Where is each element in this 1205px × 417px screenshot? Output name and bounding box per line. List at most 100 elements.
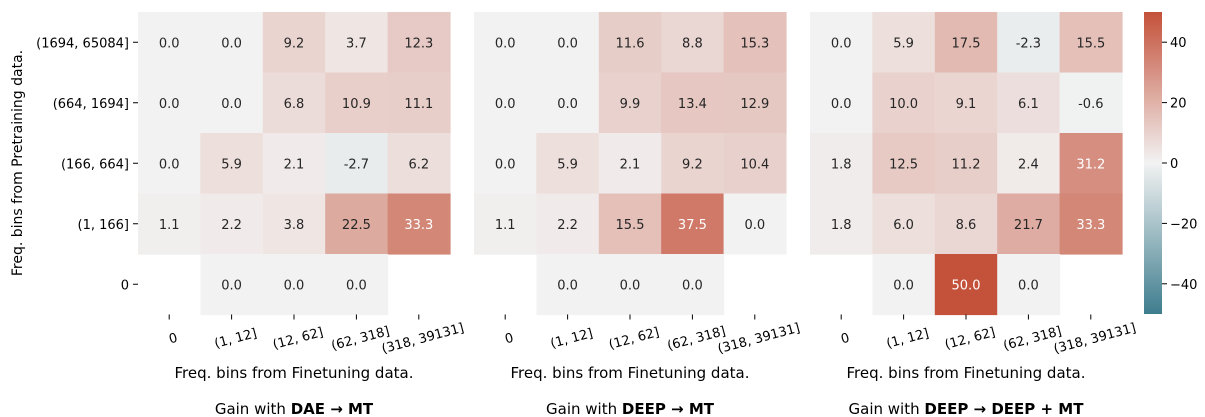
- cell-value-label: 12.3: [404, 36, 433, 51]
- cell-value-label: 0.0: [159, 97, 180, 112]
- colorbar-gradient: [1144, 12, 1162, 314]
- cell-value-label: 0.0: [495, 157, 516, 172]
- heatmap-panels: 0.0 0.0 9.2 3.7 12.3 0.0 0.0 6.8 10.9 11.1 0.0 5.9 2…: [36, 12, 1138, 417]
- cell-value-label: -2.3: [1016, 36, 1041, 51]
- cell-value-label: 9.2: [284, 36, 305, 51]
- heatmap-cell: [997, 72, 1061, 134]
- heatmap-cell: [997, 12, 1061, 74]
- y-tick-label: (1694, 65084]: [36, 36, 129, 51]
- cell-value-label: 0.0: [831, 97, 852, 112]
- heatmap-cell: [138, 72, 201, 134]
- heatmap-cell: [200, 72, 264, 134]
- cell-value-label: 9.2: [682, 157, 703, 172]
- heatmap-cell: [872, 72, 936, 134]
- heatmap-cell: [997, 133, 1061, 195]
- cell-value-label: 6.1: [1018, 97, 1039, 112]
- cell-value-label: 0.0: [284, 278, 305, 293]
- cell-value-label: 1.8: [831, 157, 852, 172]
- cell-value-label: 12.5: [889, 157, 918, 172]
- cell-value-label: 15.5: [1076, 36, 1105, 51]
- cell-value-label: 5.9: [893, 36, 914, 51]
- cell-value-label: 0.0: [495, 36, 516, 51]
- cell-value-label: 0.0: [495, 97, 516, 112]
- heatmap-cell: [325, 193, 389, 255]
- heatmap-cell: [474, 133, 537, 195]
- y-tick-label: 0: [121, 278, 129, 293]
- cell-value-label: 0.0: [346, 278, 367, 293]
- cell-value-label: -0.6: [1078, 97, 1103, 112]
- colorbar-tick-label: −40: [1170, 278, 1197, 293]
- heatmap-cell: [138, 12, 201, 74]
- cell-value-label: 5.9: [221, 157, 242, 172]
- cell-value-label: 10.4: [740, 157, 769, 172]
- cell-value-label: 10.0: [889, 97, 918, 112]
- panel-title: Gain with DAE → MT: [215, 400, 374, 417]
- heatmap-cell: [325, 254, 389, 316]
- heatmap-cell: [934, 133, 998, 195]
- heatmap-cell: [872, 193, 936, 255]
- heatmap-cell: [997, 254, 1061, 316]
- heatmap-cell: [262, 193, 326, 255]
- colorbar: 40 20 0 −20 −40: [1144, 12, 1197, 314]
- x-tick-label: (12, 62]: [607, 325, 661, 353]
- cell-value-label: 0.0: [221, 36, 242, 51]
- cell-value-label: 8.6: [956, 218, 977, 233]
- heatmap-cell: [325, 12, 389, 74]
- cell-value-label: 6.8: [284, 97, 305, 112]
- cell-value-label: 0.0: [557, 36, 578, 51]
- heatmap-cell: [723, 12, 787, 74]
- cell-value-label: 0.0: [221, 97, 242, 112]
- heatmap-cell: [598, 12, 662, 74]
- heatmap-cell: [536, 72, 600, 134]
- heatmap-cell: [325, 133, 389, 195]
- heatmap-cell: [474, 72, 537, 134]
- heatmap-cell: [138, 133, 201, 195]
- heatmap-cell: [872, 12, 936, 74]
- heatmap-cell: [387, 133, 451, 195]
- cell-value-label: 6.2: [408, 157, 429, 172]
- x-axis-label: Freq. bins from Finetuning data.: [847, 364, 1086, 382]
- heatmap-cell: [872, 133, 936, 195]
- x-tick-label: 0: [839, 331, 851, 348]
- heatmap-cell: [387, 193, 451, 255]
- heatmap-panel: 0.0 0.0 9.2 3.7 12.3 0.0 0.0 6.8 10.9 11.1 0.0 5.9 2…: [36, 12, 466, 417]
- cell-value-label: 2.1: [620, 157, 641, 172]
- heatmap-cell: [661, 133, 725, 195]
- cell-value-label: 15.5: [616, 218, 645, 233]
- heatmap-cell: [661, 12, 725, 74]
- x-tick-label: (318, 39131]: [1052, 321, 1138, 357]
- cell-value-label: 0.0: [557, 97, 578, 112]
- panel-title: Gain with DEEP → MT: [546, 400, 715, 417]
- cell-value-label: 0.0: [682, 278, 703, 293]
- cell-value-label: 21.7: [1014, 218, 1043, 233]
- colorbar-tick-label: 40: [1170, 36, 1187, 51]
- heatmap-cell: [810, 133, 873, 195]
- cell-value-label: 33.3: [404, 218, 433, 233]
- cell-value-label: 0.0: [620, 278, 641, 293]
- x-tick-label: (12, 62]: [943, 325, 997, 353]
- cell-value-label: 0.0: [1018, 278, 1039, 293]
- heatmap-cell: [723, 193, 787, 255]
- cell-value-label: 33.3: [1076, 218, 1105, 233]
- x-tick-label: 0: [503, 331, 515, 348]
- heatmap-cell: [810, 12, 873, 74]
- heatmap-cell: [262, 133, 326, 195]
- cell-value-label: 5.9: [557, 157, 578, 172]
- heatmap-cell: [387, 72, 451, 134]
- cell-value-label: 3.8: [284, 218, 305, 233]
- cell-value-label: 2.2: [557, 218, 578, 233]
- x-tick-label: 0: [167, 331, 179, 348]
- heatmap-cell: [474, 12, 537, 74]
- cell-value-label: 11.2: [952, 157, 981, 172]
- y-tick-label: (1, 166]: [78, 218, 130, 233]
- colorbar-tick-label: −20: [1170, 217, 1197, 232]
- cell-value-label: 1.8: [831, 218, 852, 233]
- heatmap-cell: [1059, 72, 1123, 134]
- cell-value-label: 0.0: [744, 218, 765, 233]
- x-axis-label: Freq. bins from Finetuning data.: [175, 364, 414, 382]
- cell-value-label: 15.3: [740, 36, 769, 51]
- heatmap-panel: 0.0 0.0 11.6 8.8 15.3 0.0 0.0 9.9 13.4 12.9 0.0 5.9…: [474, 12, 802, 417]
- cell-value-label: 3.7: [346, 36, 367, 51]
- cell-value-label: 10.9: [342, 97, 371, 112]
- cell-value-label: 50.0: [952, 278, 981, 293]
